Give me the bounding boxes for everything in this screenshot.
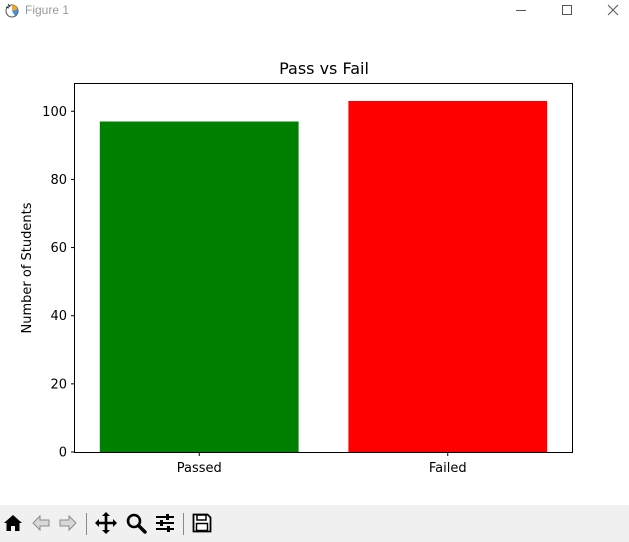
minimize-icon xyxy=(516,10,526,11)
navigation-toolbar xyxy=(0,505,629,542)
x-tick-label: Failed xyxy=(429,461,467,476)
configure-subplots-icon xyxy=(156,514,174,532)
y-tick-label: 40 xyxy=(50,309,67,324)
zoom-icon xyxy=(126,513,147,534)
window-titlebar: Figure 1 xyxy=(0,0,629,20)
forward-button[interactable] xyxy=(55,510,81,536)
x-tick-label: Passed xyxy=(177,461,222,476)
x-ticks: Passed Failed xyxy=(177,452,467,476)
bar-chart: Pass vs Fail Number of Students 0 20 40 60 8… xyxy=(20,59,573,476)
y-tick-label: 0 xyxy=(59,446,67,461)
home-icon xyxy=(4,515,22,531)
minimize-button[interactable] xyxy=(498,0,544,20)
zoom-button[interactable] xyxy=(123,510,149,536)
app-icon xyxy=(5,3,19,18)
y-axis-title: Number of Students xyxy=(20,202,35,333)
y-tick-label: 80 xyxy=(50,173,67,188)
maximize-button[interactable] xyxy=(544,0,590,20)
back-icon xyxy=(32,514,50,532)
toolbar-separator xyxy=(86,513,87,535)
bar-failed xyxy=(348,101,548,452)
home-button[interactable] xyxy=(0,510,26,536)
y-tick-label: 100 xyxy=(42,105,67,120)
close-icon xyxy=(607,4,619,16)
toolbar-separator xyxy=(183,513,184,535)
bars-layer xyxy=(99,101,548,452)
bar-passed xyxy=(99,121,299,452)
pan-button[interactable] xyxy=(93,510,119,536)
window-title: Figure 1 xyxy=(25,3,70,17)
forward-icon xyxy=(59,514,77,532)
plot-frame xyxy=(74,83,573,453)
save-icon xyxy=(192,513,212,533)
y-ticks: 0 20 40 60 80 100 xyxy=(42,105,75,461)
save-button[interactable] xyxy=(189,510,215,536)
chart-title: Pass vs Fail xyxy=(279,59,369,78)
close-button[interactable] xyxy=(590,0,629,20)
y-tick-label: 60 xyxy=(50,241,67,256)
maximize-icon xyxy=(562,5,572,15)
pan-icon xyxy=(95,512,117,534)
configure-subplots-button[interactable] xyxy=(152,510,178,536)
figure-canvas: Pass vs Fail Number of Students 0 20 40 60 8… xyxy=(0,20,629,505)
y-tick-label: 20 xyxy=(50,377,67,392)
back-button[interactable] xyxy=(28,510,54,536)
